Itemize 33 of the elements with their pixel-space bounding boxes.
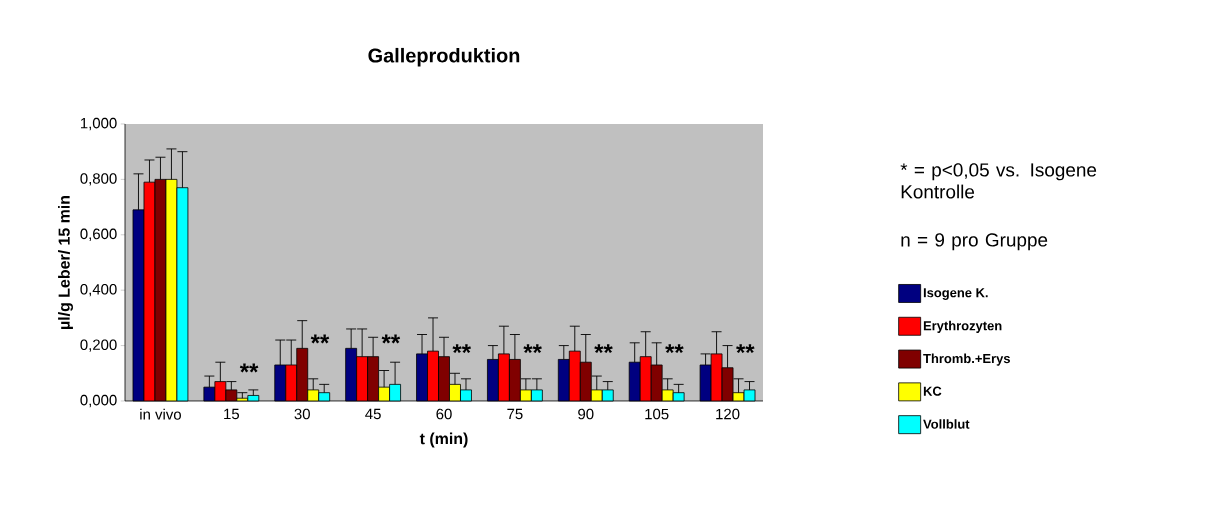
x-tick-label: 105 [645,408,669,420]
annotation: ** [239,363,259,373]
x-tick-label: 30 [294,408,310,420]
chart-title: Galleproduktion [368,47,520,67]
x-axis-title: t (min) [419,432,468,448]
y-tick-label: 0,000 [80,394,117,408]
y-tick-label: 0,400 [80,284,117,297]
annotation: ** [594,344,613,354]
annotation: ** [736,344,755,354]
annotation: ** [523,344,542,354]
y-tick-label: 1,000 [80,117,117,131]
x-tick-label: 75 [507,408,523,420]
x-tick-label: 60 [436,408,452,420]
x-tick-label: 120 [716,408,740,420]
x-tick-label: 90 [578,408,594,420]
annotation: ** [310,334,330,344]
annotation: ** [381,334,401,344]
annotation: ** [665,344,684,354]
y-axis-title: µl/g Leber/ 15 min [58,196,73,329]
x-tick-label: in vivo [140,408,181,420]
legend-label: Isogene K. [923,288,988,300]
y-tick-label: 0,600 [80,228,117,241]
legend-label: Vollblut [923,419,970,429]
legend-label: Thromb.+Erys [923,353,1010,366]
x-tick-label: 15 [224,408,240,420]
annotation: ** [452,344,471,354]
legend-label: KC [923,386,942,396]
text: * = p<0,05 vs. Isogene Kontrolle [900,163,1097,199]
y-tick-label: 0,200 [80,339,117,352]
y-tick-label: 0,800 [80,173,117,186]
x-tick-label: 45 [365,408,381,420]
legend-label: Erythrozyten [923,320,1002,333]
text: n = 9 pro Gruppe [901,233,1048,251]
